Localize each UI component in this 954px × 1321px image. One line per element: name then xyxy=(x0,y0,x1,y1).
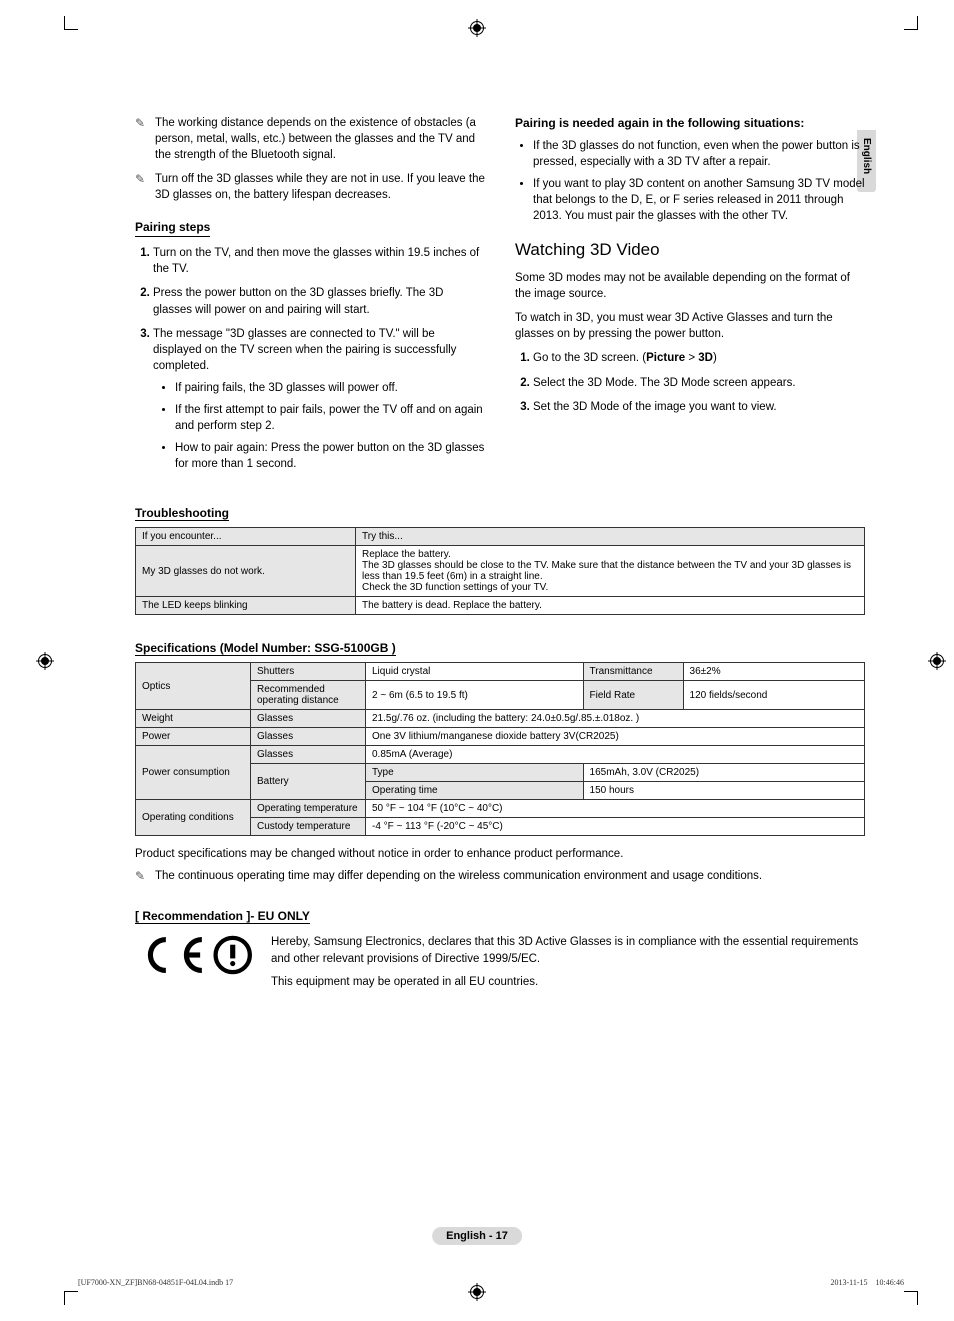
spec-label: Operating time xyxy=(366,782,584,800)
spec-value: 50 °F ~ 104 °F (10°C ~ 40°C) xyxy=(366,800,865,818)
print-footer-right: 2013-11-15 10:46:46 xyxy=(831,1278,904,1287)
crop-mark xyxy=(64,16,78,30)
page-footer: English - 17 xyxy=(432,1227,522,1245)
spec-label: Glasses xyxy=(251,710,366,728)
left-column: ✎ The working distance depends on the ex… xyxy=(135,115,485,480)
spec-value: Liquid crystal xyxy=(366,663,584,681)
spec-label: Custody temperature xyxy=(251,818,366,836)
footnote: Product specifications may be changed wi… xyxy=(135,846,865,862)
page-content: ✎ The working distance depends on the ex… xyxy=(135,115,865,990)
step-item: Turn on the TV, and then move the glasse… xyxy=(153,245,485,277)
crop-mark xyxy=(904,1291,918,1305)
crop-mark xyxy=(64,1291,78,1305)
specifications-heading: Specifications (Model Number: SSG-5100GB… xyxy=(135,641,396,656)
spec-label: Field Rate xyxy=(583,681,683,710)
step-text: ) xyxy=(713,352,717,364)
spec-label: Power consumption xyxy=(136,746,251,800)
crop-mark xyxy=(904,16,918,30)
troubleshooting-heading: Troubleshooting xyxy=(135,506,229,521)
step-text: Go to the 3D screen. ( xyxy=(533,352,646,364)
spec-label: Glasses xyxy=(251,746,366,764)
sub-step-item: How to pair again: Press the power butto… xyxy=(175,440,485,472)
spec-value: 0.85mA (Average) xyxy=(366,746,865,764)
registration-mark-icon xyxy=(928,652,946,670)
step-text: > xyxy=(685,352,698,364)
repair-item: If you want to play 3D content on anothe… xyxy=(533,176,865,224)
recommendation-heading: [ Recommendation ]- EU ONLY xyxy=(135,909,310,924)
footnote: The continuous operating time may differ… xyxy=(155,868,762,885)
note-icon: ✎ xyxy=(135,868,149,885)
menu-path: 3D xyxy=(698,352,713,364)
body-text: Some 3D modes may not be available depen… xyxy=(515,270,865,302)
spec-value: 21.5g/.76 oz. (including the battery: 24… xyxy=(366,710,865,728)
table-cell: Replace the battery. The 3D glasses shou… xyxy=(356,546,865,597)
spec-label: Optics xyxy=(136,663,251,710)
registration-mark-icon xyxy=(468,1283,486,1301)
print-footer-left: [UF7000-XN_ZF]BN68-04851F-04L04.indb 17 xyxy=(78,1278,233,1287)
spec-value: 120 fields/second xyxy=(683,681,864,710)
spec-value: 165mAh, 3.0V (CR2025) xyxy=(583,764,864,782)
spec-label: Battery xyxy=(251,764,366,800)
sub-step-item: If the first attempt to pair fails, powe… xyxy=(175,402,485,434)
step-item: The message "3D glasses are connected to… xyxy=(153,326,485,473)
troubleshooting-table: If you encounter... Try this... My 3D gl… xyxy=(135,527,865,615)
note-icon: ✎ xyxy=(135,171,149,203)
rec-paragraph: Hereby, Samsung Electronics, declares th… xyxy=(271,934,865,967)
watch-step: Go to the 3D screen. (Picture > 3D) xyxy=(533,350,865,366)
right-column: Pairing is needed again in the following… xyxy=(515,115,865,480)
spec-value: 36±2% xyxy=(683,663,864,681)
watching-3d-heading: Watching 3D Video xyxy=(515,238,865,262)
note-text: Turn off the 3D glasses while they are n… xyxy=(155,171,485,203)
spec-label: Operating temperature xyxy=(251,800,366,818)
spec-value: 150 hours xyxy=(583,782,864,800)
spec-label: Operating conditions xyxy=(136,800,251,836)
spec-value: 2 ~ 6m (6.5 to 19.5 ft) xyxy=(366,681,584,710)
body-text: To watch in 3D, you must wear 3D Active … xyxy=(515,310,865,342)
repair-item: If the 3D glasses do not function, even … xyxy=(533,138,865,170)
table-cell: My 3D glasses do not work. xyxy=(136,546,356,597)
sub-step-item: If pairing fails, the 3D glasses will po… xyxy=(175,380,485,396)
step-text: The message "3D glasses are connected to… xyxy=(153,328,456,372)
note-text: The working distance depends on the exis… xyxy=(155,115,485,163)
table-header: Try this... xyxy=(356,528,865,546)
watch-step: Set the 3D Mode of the image you want to… xyxy=(533,399,865,415)
pairing-steps-heading: Pairing steps xyxy=(135,219,210,237)
rec-paragraph: This equipment may be operated in all EU… xyxy=(271,974,865,991)
note-icon: ✎ xyxy=(135,115,149,163)
table-header: If you encounter... xyxy=(136,528,356,546)
spec-label: Weight xyxy=(136,710,251,728)
spec-label: Power xyxy=(136,728,251,746)
spec-label: Shutters xyxy=(251,663,366,681)
ce-mark-icon xyxy=(135,934,255,982)
spec-value: One 3V lithium/manganese dioxide battery… xyxy=(366,728,865,746)
table-cell: The LED keeps blinking xyxy=(136,597,356,615)
spec-label: Recommended operating distance xyxy=(251,681,366,710)
spec-label: Type xyxy=(366,764,584,782)
step-item: Press the power button on the 3D glasses… xyxy=(153,285,485,317)
spec-label: Transmittance xyxy=(583,663,683,681)
registration-mark-icon xyxy=(36,652,54,670)
menu-path: Picture xyxy=(646,352,685,364)
pairing-steps-list: Turn on the TV, and then move the glasse… xyxy=(135,245,485,472)
table-cell: The battery is dead. Replace the battery… xyxy=(356,597,865,615)
spec-label: Glasses xyxy=(251,728,366,746)
specifications-table: Optics Shutters Liquid crystal Transmitt… xyxy=(135,662,865,836)
repair-heading: Pairing is needed again in the following… xyxy=(515,115,865,132)
spec-value: -4 °F ~ 113 °F (-20°C ~ 45°C) xyxy=(366,818,865,836)
watch-step: Select the 3D Mode. The 3D Mode screen a… xyxy=(533,375,865,391)
registration-mark-icon xyxy=(468,19,486,37)
recommendation-text: Hereby, Samsung Electronics, declares th… xyxy=(271,934,865,990)
